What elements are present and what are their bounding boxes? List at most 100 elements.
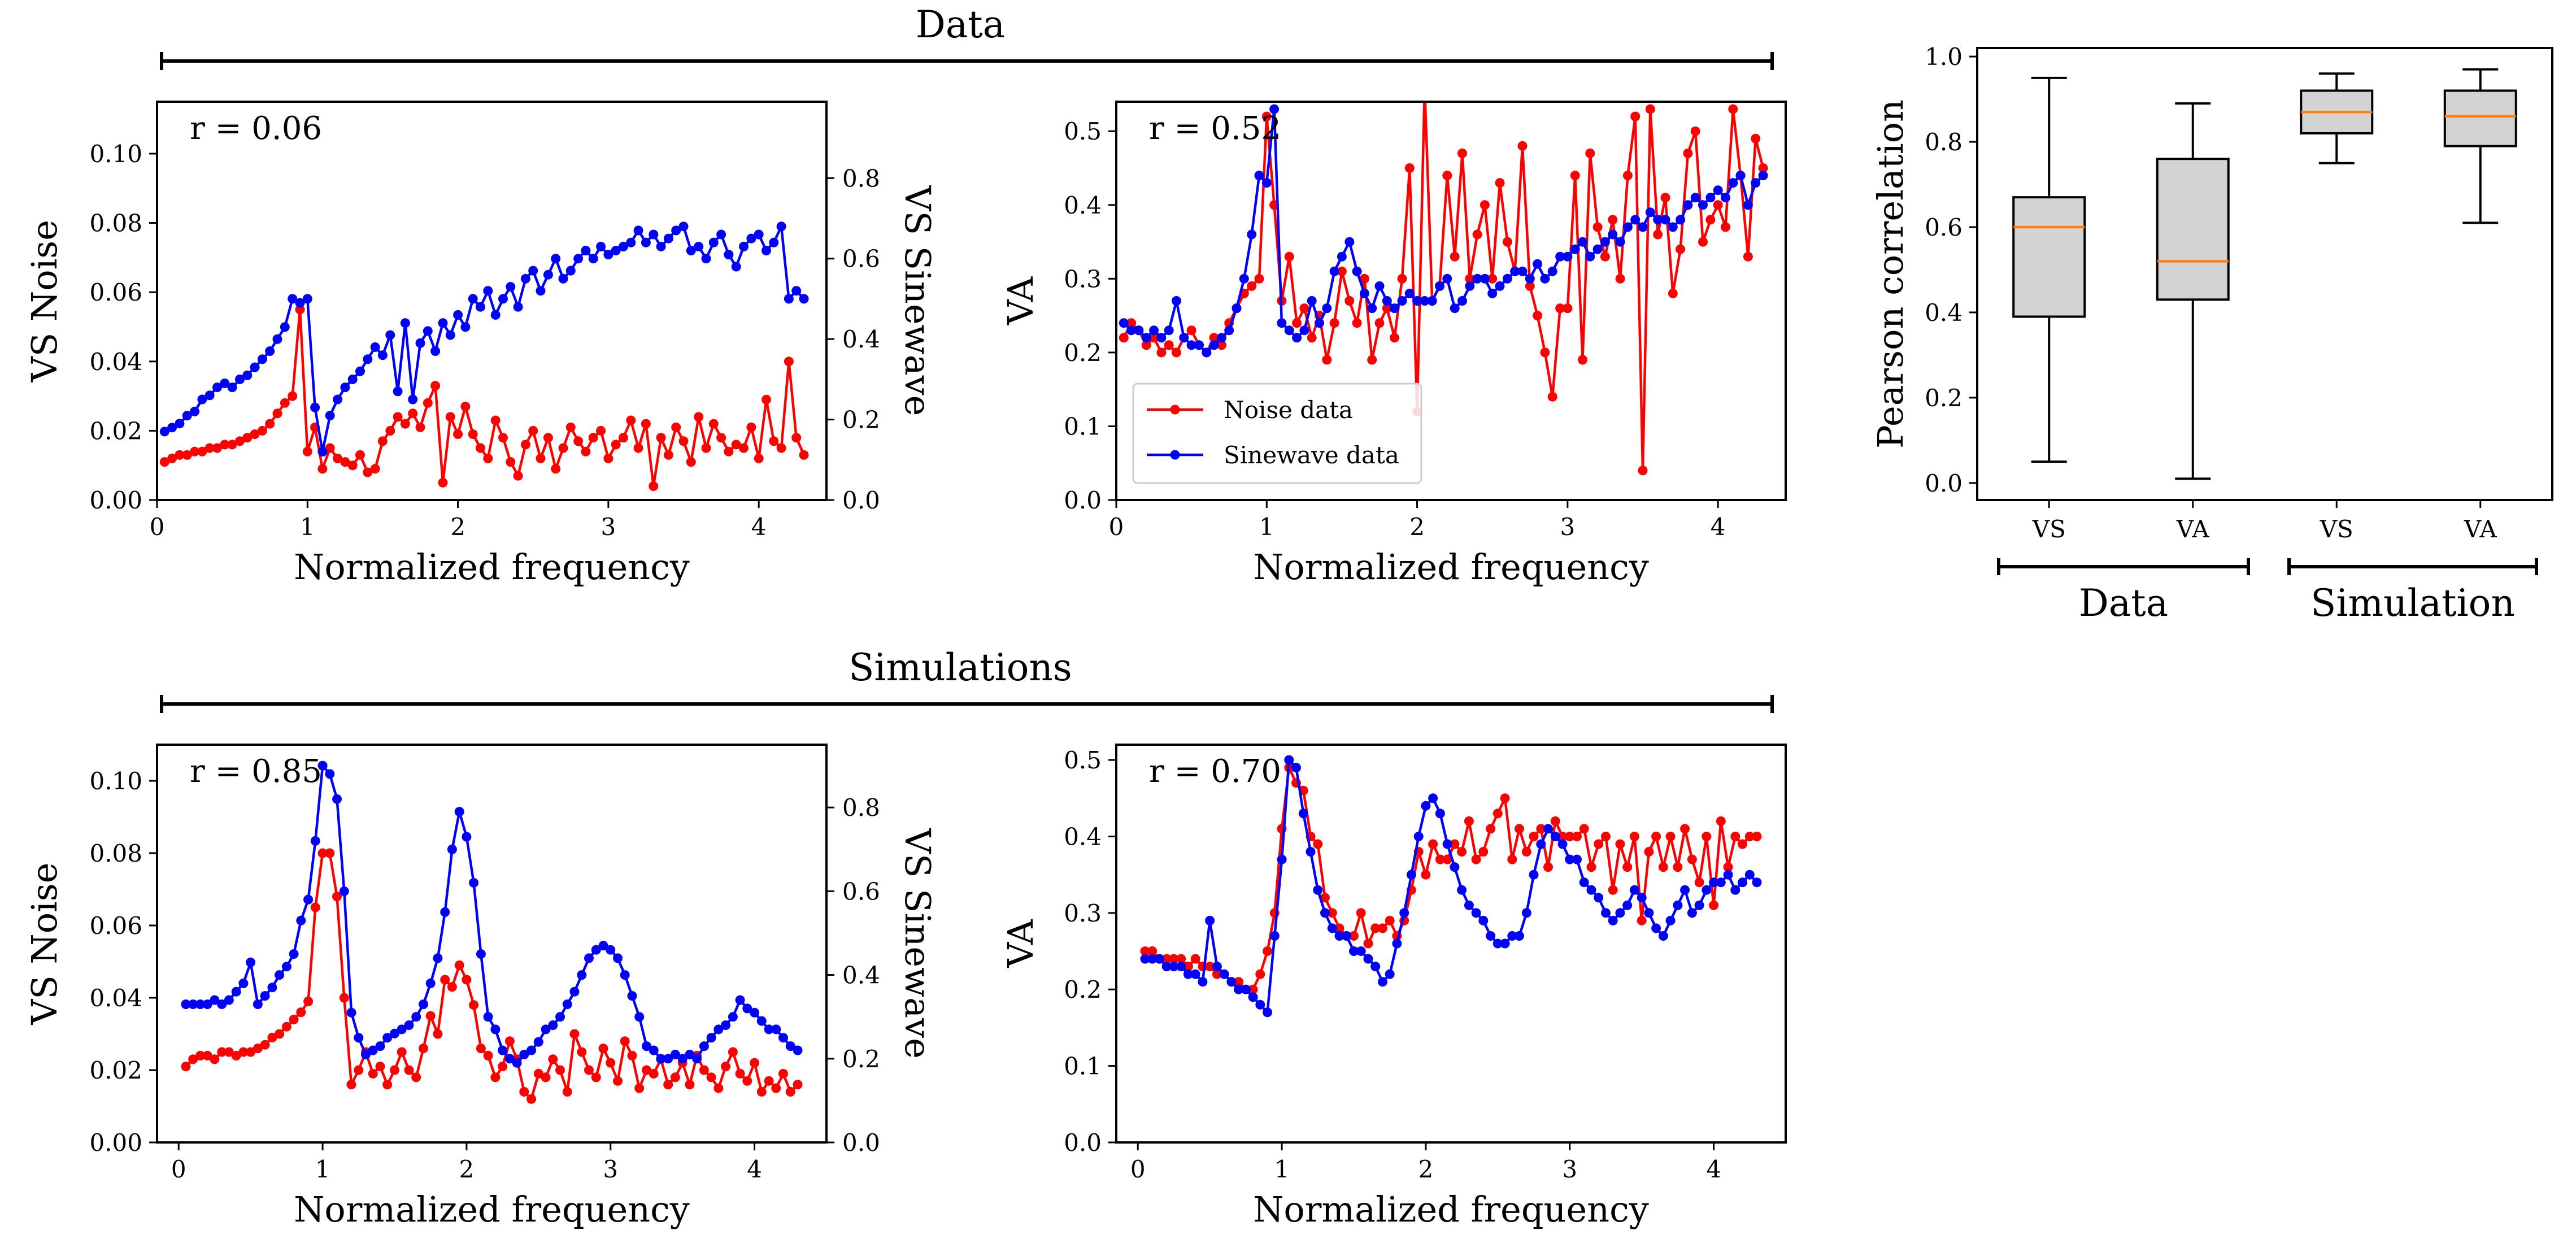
data-point-sinewave	[361, 1049, 371, 1059]
data-point-sinewave	[1465, 281, 1475, 291]
x-tick-label: 3	[603, 1155, 618, 1183]
data-point-sinewave	[188, 999, 198, 1009]
data-point-sinewave	[742, 1003, 752, 1014]
data-point-sinewave	[1234, 984, 1244, 994]
data-point-sinewave	[746, 233, 756, 244]
data-point-sinewave	[1713, 185, 1723, 195]
data-point-noise	[1758, 163, 1768, 173]
data-point-noise	[368, 1068, 378, 1079]
y-tick-label: 0.02	[89, 417, 142, 445]
x-tick-label: 2	[1418, 1155, 1434, 1183]
data-point-noise	[1263, 946, 1273, 956]
data-point-sinewave	[1277, 854, 1287, 864]
data-point-sinewave	[735, 995, 745, 1005]
data-point-noise	[641, 419, 651, 429]
data-point-noise	[506, 457, 516, 467]
data-point-sinewave	[1404, 288, 1415, 298]
data-point-sinewave	[1536, 839, 1546, 849]
data-point-sinewave	[1322, 303, 1332, 314]
data-point-sinewave	[483, 286, 493, 296]
data-point-sinewave	[685, 1049, 695, 1059]
data-point-noise	[1428, 839, 1438, 849]
data-point-noise	[678, 436, 689, 446]
correlation-label: r = 0.52	[1149, 110, 1281, 147]
data-point-noise	[217, 1047, 227, 1057]
data-point-sinewave	[1186, 340, 1196, 350]
data-point-sinewave	[296, 915, 306, 925]
data-point-noise	[1471, 854, 1481, 864]
data-point-noise	[784, 357, 794, 367]
data-point-noise	[1572, 832, 1582, 841]
data-point-sinewave	[1307, 296, 1317, 306]
data-point-sinewave	[1205, 915, 1215, 925]
data-point-noise	[1248, 984, 1258, 994]
data-point-sinewave	[1673, 900, 1683, 910]
data-point-sinewave	[526, 1045, 537, 1055]
data-point-sinewave	[1176, 962, 1186, 972]
data-point-sinewave	[317, 447, 328, 457]
data-point-sinewave	[1172, 296, 1181, 306]
data-point-sinewave	[713, 1024, 724, 1035]
data-point-sinewave	[1382, 296, 1392, 306]
data-point-noise	[581, 446, 591, 457]
data-point-noise	[190, 446, 200, 457]
data-point-sinewave	[1738, 877, 1747, 888]
data-point-noise	[519, 1086, 529, 1097]
data-point-sinewave	[1608, 915, 1618, 925]
data-point-noise	[724, 446, 734, 457]
x-tick-label: VS	[2032, 515, 2066, 543]
y-tick-label: 0.10	[89, 140, 142, 168]
data-point-noise	[447, 982, 457, 992]
data-point-noise	[385, 425, 395, 436]
data-point-sinewave	[1608, 229, 1618, 240]
data-point-noise	[1525, 281, 1535, 291]
data-point-sinewave	[1622, 222, 1633, 232]
data-point-sinewave	[533, 1037, 543, 1047]
data-point-sinewave	[159, 427, 169, 437]
data-point-noise	[1186, 325, 1196, 336]
data-point-noise	[1169, 954, 1179, 964]
data-point-sinewave	[671, 225, 681, 236]
x-tick-label: 0	[150, 513, 165, 541]
data-point-noise	[227, 440, 237, 450]
data-point-sinewave	[385, 330, 395, 340]
data-point-sinewave	[368, 1045, 378, 1055]
data-point-noise	[1608, 885, 1618, 895]
data-point-noise	[649, 1068, 659, 1079]
chart-pearson-boxplot: VS VA VS VA 0.0 0.2 0.4 0.6 0.8 1.0 Pearson correl…	[1870, 43, 2553, 543]
data-point-sinewave	[210, 995, 220, 1005]
data-point-noise	[1337, 266, 1347, 276]
data-point-sinewave	[400, 318, 410, 328]
data-point-sinewave	[584, 953, 594, 963]
data-point-sinewave	[430, 346, 441, 356]
data-point-sinewave	[1752, 877, 1762, 888]
data-point-noise	[340, 457, 350, 467]
data-point-sinewave	[347, 374, 358, 384]
data-point-sinewave	[288, 294, 298, 304]
data-point-noise	[1450, 839, 1460, 849]
data-point-noise	[1540, 347, 1550, 358]
data-point-sinewave	[1399, 908, 1409, 918]
x-tick-label: 0	[1109, 513, 1124, 541]
data-point-noise	[670, 1072, 680, 1083]
data-point-sinewave	[265, 346, 275, 356]
data-point-noise	[296, 1007, 306, 1018]
x-axis-title: Normalized frequency	[294, 1189, 690, 1230]
data-point-sinewave	[325, 769, 335, 779]
data-point-sinewave	[1149, 325, 1159, 336]
data-point-sinewave	[1651, 923, 1661, 933]
data-point-noise	[454, 960, 464, 970]
data-point-sinewave	[1543, 824, 1553, 834]
data-point-sinewave	[1457, 296, 1467, 306]
data-point-sinewave	[1269, 931, 1280, 941]
box-body	[2012, 196, 2086, 318]
data-point-noise	[404, 1065, 414, 1075]
y-tick-label: 0.10	[89, 767, 142, 795]
data-point-noise	[469, 1000, 479, 1010]
data-point-noise	[1615, 839, 1625, 849]
data-point-sinewave	[408, 394, 418, 405]
data-point-sinewave	[346, 1007, 356, 1018]
data-point-noise	[1322, 355, 1332, 365]
correlation-label: r = 0.70	[1149, 753, 1281, 790]
